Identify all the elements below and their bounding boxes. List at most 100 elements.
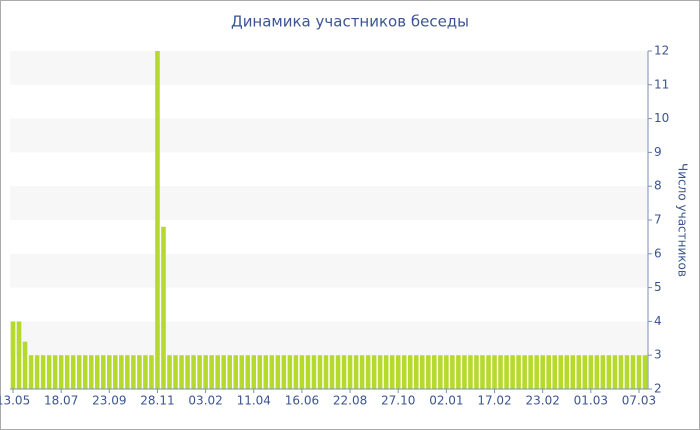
bar (287, 355, 293, 389)
bar (642, 355, 648, 389)
grid-band (10, 253, 648, 288)
bar (149, 355, 154, 389)
bar (40, 355, 46, 389)
bar (347, 355, 353, 389)
bar (101, 355, 106, 389)
bar (564, 355, 570, 389)
y-tick-label: 6 (654, 246, 662, 260)
bar (16, 321, 22, 389)
bar (167, 355, 172, 389)
bar (10, 321, 16, 389)
x-tick-label: 16.06 (285, 394, 319, 408)
bar (239, 355, 245, 389)
bar (317, 355, 323, 389)
bar (179, 355, 184, 389)
grid-band (10, 118, 648, 153)
x-tick-label: 07.03 (622, 394, 656, 408)
bar (594, 355, 600, 389)
bar (88, 355, 94, 389)
bar (401, 355, 407, 389)
bar (113, 355, 118, 389)
bar (215, 355, 220, 389)
bar (191, 355, 196, 389)
y-axis-label: Число участников (676, 163, 690, 277)
bar (137, 355, 142, 389)
y-tick-label: 3 (654, 348, 662, 362)
bar (377, 355, 383, 389)
bar (251, 355, 257, 389)
grid-band (10, 321, 648, 356)
x-tick-label: 28.11 (140, 394, 174, 408)
bar (558, 355, 564, 389)
y-tick-label: 12 (654, 44, 669, 58)
bar (131, 355, 136, 389)
bar (323, 355, 329, 389)
bar (534, 355, 539, 389)
bar (522, 355, 527, 389)
bar (82, 355, 88, 389)
bar (582, 355, 588, 389)
bar (197, 355, 202, 389)
bar (432, 355, 437, 389)
bar (588, 355, 594, 389)
bar (185, 355, 190, 389)
bar (107, 355, 112, 389)
x-tick-label: 22.08 (333, 394, 367, 408)
bar (468, 355, 473, 389)
bar (34, 355, 40, 389)
y-tick-label: 10 (654, 111, 669, 125)
bar (257, 355, 263, 389)
bar (293, 355, 299, 389)
bar (359, 355, 365, 389)
bar (407, 355, 413, 389)
x-tick-label: 03.02 (188, 394, 222, 408)
bar (413, 355, 419, 389)
bar (311, 355, 317, 389)
bar (492, 355, 497, 389)
bar (28, 355, 34, 389)
bar (450, 355, 455, 389)
bar (58, 355, 64, 389)
bar (329, 355, 335, 389)
bar (546, 355, 551, 389)
bar (504, 355, 509, 389)
bar (275, 355, 281, 389)
bar (636, 355, 642, 389)
bar (624, 355, 630, 389)
bar (94, 355, 100, 389)
bar (46, 355, 52, 389)
y-tick-label: 8 (654, 179, 662, 193)
bar (335, 355, 341, 389)
x-tick-label: 23.02 (525, 394, 559, 408)
bar (456, 355, 461, 389)
bar (612, 355, 618, 389)
bar (64, 355, 70, 389)
bar (576, 355, 582, 389)
y-tick-label: 4 (654, 314, 662, 328)
bar (510, 355, 515, 389)
bar (444, 355, 449, 389)
bar (173, 355, 178, 389)
bar (263, 355, 269, 389)
bar (498, 355, 503, 389)
y-tick-label: 7 (654, 213, 662, 227)
bar (281, 355, 287, 389)
bar (305, 355, 311, 389)
bar (606, 355, 612, 389)
bar (516, 355, 521, 389)
bar (155, 51, 160, 389)
bar (341, 355, 347, 389)
x-tick-label: 18.07 (44, 394, 78, 408)
bar (299, 355, 305, 389)
bar (209, 355, 214, 389)
bar (76, 355, 82, 389)
y-tick-label: 9 (654, 145, 662, 159)
bar (389, 355, 395, 389)
bar (420, 355, 425, 389)
x-tick-label: 13.05 (0, 394, 30, 408)
bar (600, 355, 606, 389)
bar (203, 355, 208, 389)
bar (474, 355, 479, 389)
bar (269, 355, 275, 389)
